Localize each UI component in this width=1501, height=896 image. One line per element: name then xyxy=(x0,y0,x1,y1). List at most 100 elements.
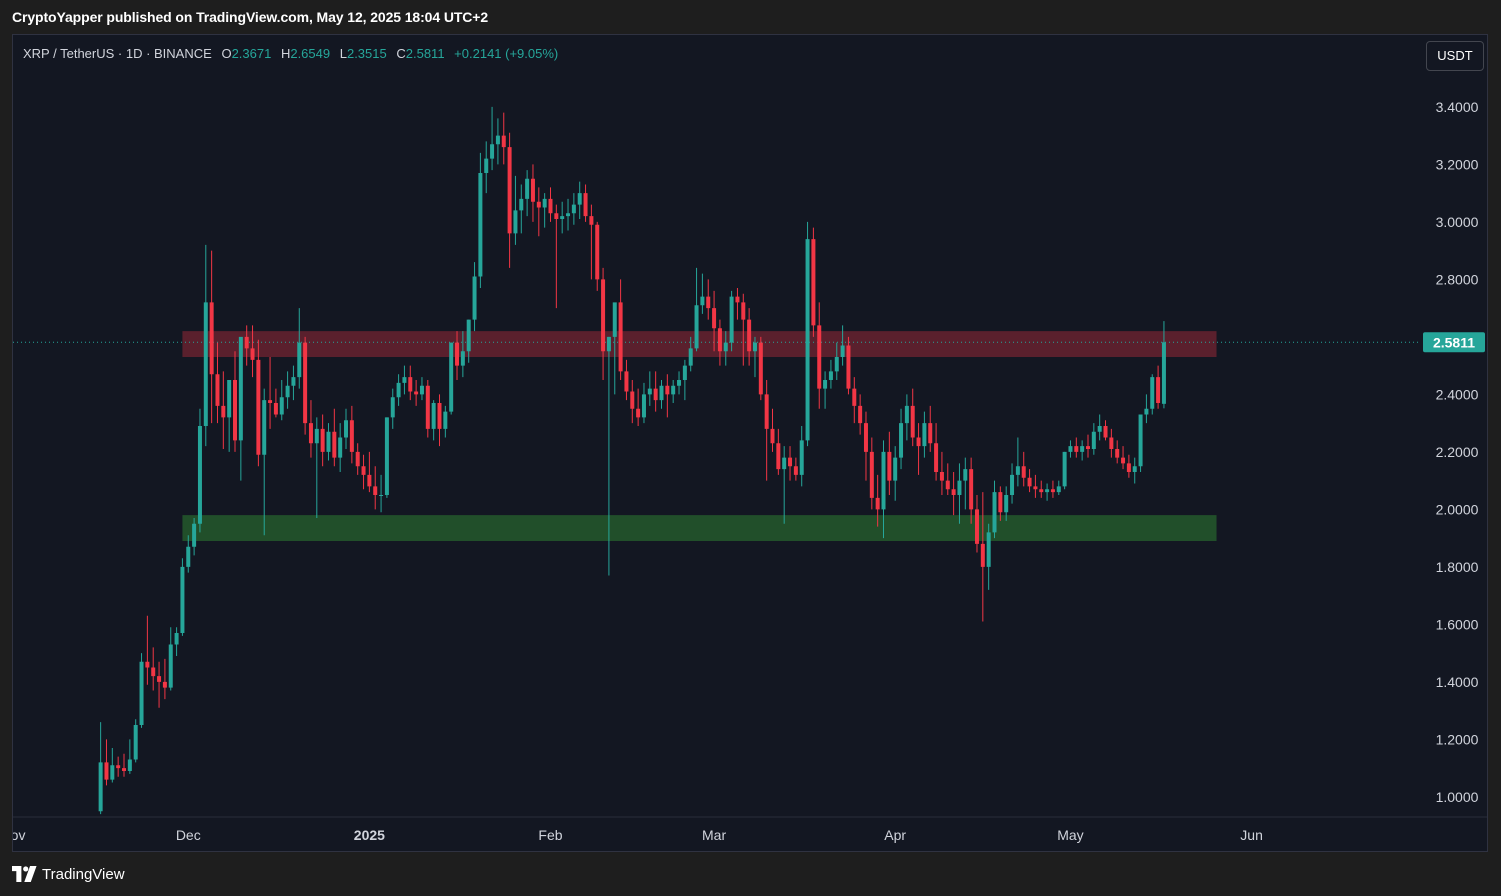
currency-button[interactable]: USDT xyxy=(1426,41,1484,71)
candle-2024-11-17[interactable] xyxy=(104,739,109,786)
candle-2025-05-01[interactable] xyxy=(1068,440,1073,458)
candle-2024-12-23[interactable] xyxy=(314,417,319,518)
candle-2025-04-23[interactable] xyxy=(1021,451,1026,487)
candle-2024-12-18[interactable] xyxy=(285,371,290,409)
symbol-title[interactable]: XRP / TetherUS · 1D · BINANCE xyxy=(23,46,212,61)
candle-2025-01-15[interactable] xyxy=(449,342,454,415)
candle-2025-04-03[interactable] xyxy=(904,394,909,441)
candle-2025-01-03[interactable] xyxy=(379,474,384,513)
candle-2024-12-12[interactable] xyxy=(250,325,255,378)
candle-2025-02-27[interactable] xyxy=(700,273,705,314)
candle-2024-12-30[interactable] xyxy=(355,443,360,475)
candle-2025-04-29[interactable] xyxy=(1056,480,1061,495)
candle-2025-01-04[interactable] xyxy=(384,417,389,498)
candle-2025-03-25[interactable] xyxy=(852,377,857,424)
candle-2025-04-19[interactable] xyxy=(998,486,1003,521)
candle-2024-12-20[interactable] xyxy=(297,308,302,389)
candle-2025-03-10[interactable] xyxy=(764,380,769,481)
candle-2025-02-14[interactable] xyxy=(624,359,629,401)
candle-2024-11-24[interactable] xyxy=(145,615,150,685)
candle-2025-03-01[interactable] xyxy=(712,290,717,352)
candle-2024-12-27[interactable] xyxy=(338,423,343,472)
candle-2024-11-18[interactable] xyxy=(110,748,115,783)
candle-2025-02-26[interactable] xyxy=(694,267,699,352)
candle-2025-05-06[interactable] xyxy=(1097,414,1102,441)
candle-2025-03-07[interactable] xyxy=(747,308,752,366)
candle-2025-02-07[interactable] xyxy=(583,184,588,222)
candle-2024-12-04[interactable] xyxy=(203,244,208,447)
candle-2025-01-08[interactable] xyxy=(408,365,413,401)
candle-2025-01-09[interactable] xyxy=(414,380,419,406)
candle-2025-05-05[interactable] xyxy=(1091,423,1096,455)
candle-2025-04-05[interactable] xyxy=(916,423,921,475)
candle-2025-03-20[interactable] xyxy=(823,371,828,409)
candle-2025-03-22[interactable] xyxy=(834,342,839,380)
candle-2024-12-29[interactable] xyxy=(349,405,354,464)
candle-2024-12-31[interactable] xyxy=(361,454,366,490)
candle-2025-03-15[interactable] xyxy=(793,457,798,481)
candle-2025-02-06[interactable] xyxy=(577,181,582,219)
candle-2025-03-12[interactable] xyxy=(776,428,781,475)
candle-2024-12-13[interactable] xyxy=(256,339,261,467)
candle-2025-03-11[interactable] xyxy=(770,408,775,452)
candle-2025-03-05[interactable] xyxy=(735,288,740,320)
candle-2025-02-20[interactable] xyxy=(659,380,664,409)
candle-2024-12-08[interactable] xyxy=(227,380,232,452)
candle-2025-05-11[interactable] xyxy=(1126,454,1131,478)
candle-2025-05-17[interactable] xyxy=(1161,321,1166,409)
candle-2025-01-23[interactable] xyxy=(495,118,500,165)
candle-2025-05-10[interactable] xyxy=(1121,446,1126,470)
candle-2025-02-08[interactable] xyxy=(589,204,594,280)
candle-2024-11-26[interactable] xyxy=(157,661,162,708)
candle-2024-12-21[interactable] xyxy=(303,336,308,435)
candle-2025-04-21[interactable] xyxy=(1010,463,1015,504)
candle-2025-05-14[interactable] xyxy=(1144,394,1149,424)
candle-2025-04-13[interactable] xyxy=(963,457,968,510)
candlestick-chart[interactable]: 3.60003.40003.20003.00002.80002.60002.40… xyxy=(13,35,1487,851)
candle-2024-11-22[interactable] xyxy=(133,719,138,763)
candle-2025-02-16[interactable] xyxy=(636,388,641,426)
candle-2024-11-19[interactable] xyxy=(116,756,121,777)
candle-2024-12-11[interactable] xyxy=(244,325,249,366)
candle-2025-04-14[interactable] xyxy=(969,457,974,524)
candle-2025-02-02[interactable] xyxy=(554,204,559,309)
candle-2025-01-30[interactable] xyxy=(536,187,541,237)
candle-2025-03-27[interactable] xyxy=(863,411,868,481)
candle-2024-12-19[interactable] xyxy=(291,365,296,401)
candle-2025-03-03[interactable] xyxy=(723,331,728,366)
candle-2025-05-09[interactable] xyxy=(1115,440,1120,464)
candle-2025-03-04[interactable] xyxy=(729,290,734,352)
candle-2025-03-02[interactable] xyxy=(717,319,722,366)
candle-2025-04-04[interactable] xyxy=(910,388,915,447)
candle-2024-12-07[interactable] xyxy=(221,371,226,449)
candle-2025-02-13[interactable] xyxy=(618,279,623,380)
candle-2025-03-23[interactable] xyxy=(840,325,845,366)
candle-2025-02-18[interactable] xyxy=(647,371,652,406)
candle-2025-04-28[interactable] xyxy=(1050,480,1055,498)
candle-2025-01-17[interactable] xyxy=(460,331,465,378)
candle-2025-04-01[interactable] xyxy=(893,446,898,501)
candle-2025-01-22[interactable] xyxy=(490,106,495,171)
candle-2025-03-21[interactable] xyxy=(828,359,833,389)
candle-2025-01-31[interactable] xyxy=(542,193,547,228)
footer-brand[interactable]: TradingView xyxy=(12,862,125,886)
candle-2025-01-21[interactable] xyxy=(484,141,489,194)
candle-2025-02-10[interactable] xyxy=(601,267,606,380)
candle-2025-03-28[interactable] xyxy=(869,437,874,510)
candle-2025-04-02[interactable] xyxy=(899,408,904,470)
candle-2025-02-11[interactable] xyxy=(606,336,611,576)
candle-2025-02-03[interactable] xyxy=(560,201,565,234)
candle-2024-12-26[interactable] xyxy=(332,408,337,467)
candle-2025-03-06[interactable] xyxy=(741,293,746,366)
candle-2024-11-20[interactable] xyxy=(122,753,127,777)
candle-2025-03-09[interactable] xyxy=(758,336,763,401)
candle-2025-01-05[interactable] xyxy=(390,388,395,429)
candle-2025-04-08[interactable] xyxy=(934,423,939,481)
candle-2025-04-17[interactable] xyxy=(986,523,991,590)
candle-2025-04-11[interactable] xyxy=(951,472,956,516)
candle-2025-01-13[interactable] xyxy=(437,394,442,447)
candle-2025-02-24[interactable] xyxy=(682,359,687,401)
candle-2025-04-25[interactable] xyxy=(1033,474,1038,498)
candle-2025-04-06[interactable] xyxy=(922,411,927,458)
candle-2024-12-17[interactable] xyxy=(279,380,284,421)
